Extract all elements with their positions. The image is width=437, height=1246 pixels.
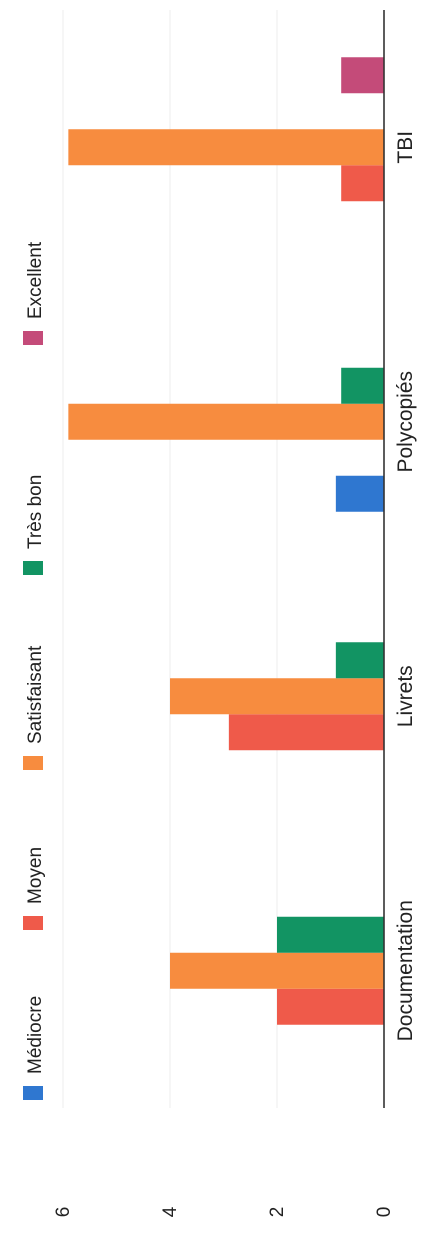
- category-label: TBI: [394, 131, 417, 164]
- category-axis-labels: Documentation Livrets Polycopiés TBI: [394, 131, 417, 1041]
- category-label: Polycopiés: [394, 371, 417, 473]
- legend-swatch-satisfaisant: [23, 756, 43, 770]
- bar-satisfaisant-livrets: [170, 678, 384, 715]
- legend-swatch-excellent: [23, 331, 43, 345]
- legend-label: Excellent: [25, 241, 46, 319]
- legend-swatch-médiocre: [23, 1086, 43, 1100]
- bar-très-bon-polycopiés: [341, 367, 384, 404]
- legend-swatch-moyen: [23, 916, 43, 930]
- legend-label: Moyen: [25, 847, 46, 904]
- bar-satisfaisant-tbi: [68, 129, 384, 166]
- gridlines: [62, 10, 278, 1108]
- category-label: Documentation: [394, 900, 417, 1041]
- bar-satisfaisant-polycopiés: [68, 403, 384, 440]
- bar-satisfaisant-documentation: [170, 952, 384, 989]
- value-tick-label: 0: [374, 1207, 395, 1218]
- value-tick-label: 4: [160, 1206, 181, 1217]
- legend-label: Médiocre: [25, 996, 46, 1074]
- value-tick-label: 6: [53, 1207, 74, 1218]
- category-label: Livrets: [394, 665, 417, 727]
- bars: [68, 57, 384, 1025]
- legend-label: Très bon: [25, 475, 46, 549]
- bar-très-bon-livrets: [335, 642, 384, 679]
- value-axis-ticks: 0 2 4 6: [53, 1206, 395, 1217]
- bar-moyen-tbi: [341, 165, 384, 202]
- bar-médiocre-polycopiés: [335, 475, 384, 512]
- value-tick-label: 2: [267, 1207, 288, 1218]
- bar-moyen-livrets: [228, 714, 384, 751]
- legend-swatch-très-bon: [23, 561, 43, 575]
- bar-moyen-documentation: [277, 988, 384, 1025]
- bar-excellent-tbi: [341, 57, 384, 94]
- bar-très-bon-documentation: [277, 916, 384, 953]
- legend-label: Satisfaisant: [25, 645, 46, 744]
- legend: Médiocre Moyen Satisfaisant Très bon Excelle…: [23, 241, 46, 1100]
